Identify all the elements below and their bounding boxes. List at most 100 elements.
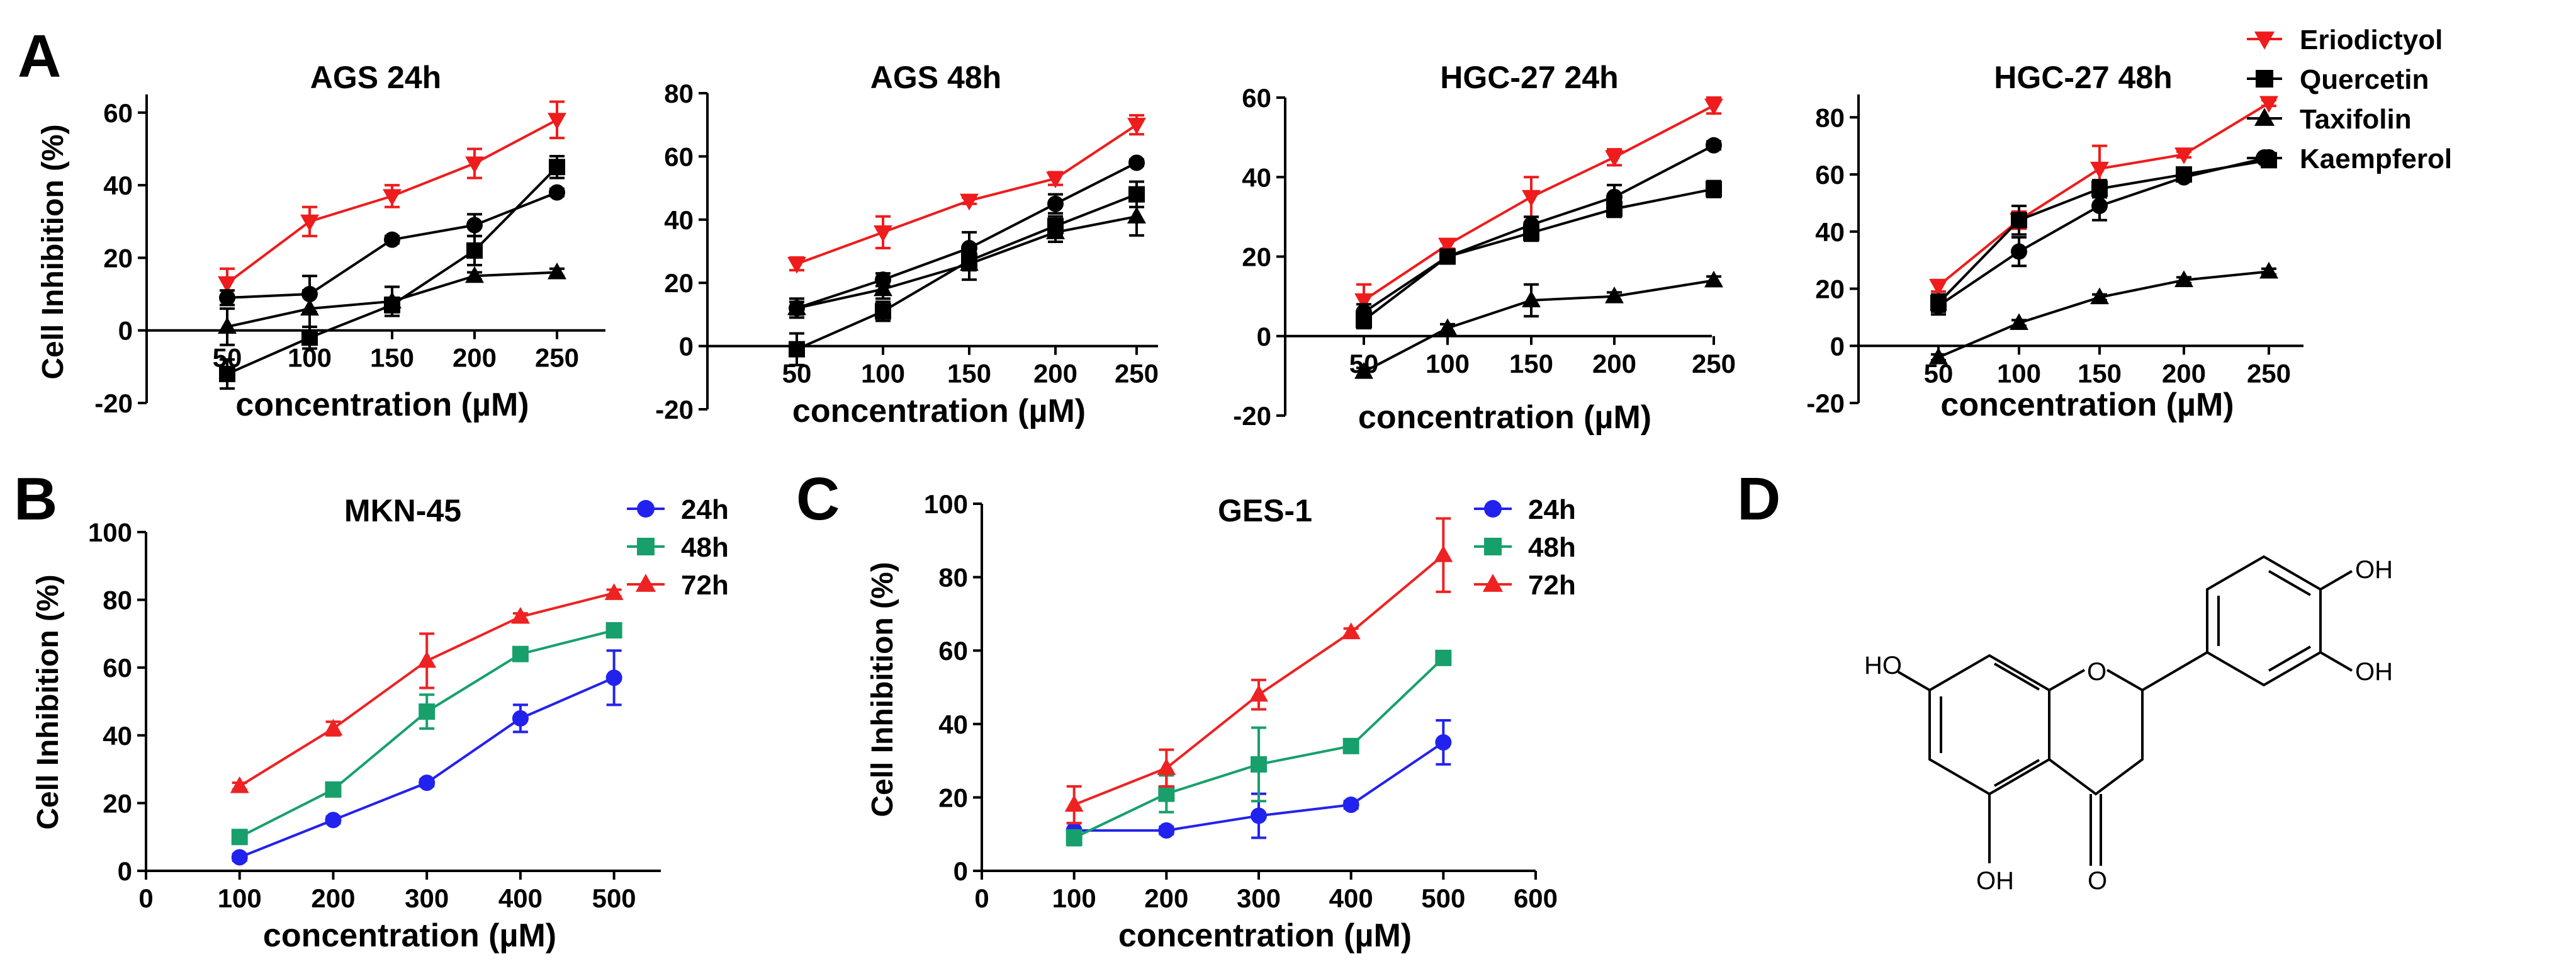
legend-item-24h: 24h (627, 494, 729, 525)
data-point (1127, 207, 1146, 224)
y-tick-label: 40 (103, 171, 133, 200)
legend-marker (1484, 500, 1502, 518)
x-axis-label: concentration (µM) (1358, 399, 1651, 436)
data-point (1251, 807, 1267, 824)
data-point (231, 829, 248, 846)
chart-title: AGS 48h (870, 60, 1001, 95)
x-tick-label: 200 (1592, 349, 1636, 378)
chart-ges1: GES-1 0 20 40 60 80 100 0 100 200 300 400 500 600 conc… (866, 489, 1558, 954)
atom-oh-top: OH (2355, 556, 2393, 584)
y-tick-label: 20 (103, 243, 133, 273)
series-taxifolin (1354, 270, 1723, 379)
data-point (874, 225, 892, 242)
series-quercetin (789, 180, 1145, 366)
data-point (1064, 795, 1084, 812)
data-point (1439, 248, 1456, 265)
x-tick-label: 100 (218, 883, 262, 913)
panel-letter-d: D (1737, 465, 1780, 533)
y-tick-label: 0 (1257, 322, 1271, 351)
data-point (787, 257, 806, 274)
legend-label: 72h (681, 570, 729, 601)
legend-marker (1482, 574, 1504, 592)
a-ring-bonds (1928, 654, 2050, 796)
y-tick-label: 60 (1242, 83, 1271, 113)
legend-marker (2254, 31, 2275, 50)
x-tick-label: 250 (1692, 349, 1736, 378)
series-kaempferol (1356, 137, 1722, 322)
data-point (1523, 217, 1539, 233)
x-axis-label: concentration (µM) (1118, 917, 1412, 954)
chart-title: GES-1 (1218, 493, 1312, 528)
data-point (1341, 622, 1361, 640)
data-point (604, 583, 624, 600)
x-tick-label: 200 (1033, 359, 1077, 389)
series-72h (1064, 517, 1453, 825)
data-point (2011, 212, 2027, 229)
series-line (1938, 270, 2269, 359)
series-48h (231, 622, 622, 846)
data-point (300, 214, 319, 232)
x-tick-label: 500 (1421, 883, 1465, 913)
data-point (465, 156, 484, 174)
atom-ho-left: HO (1864, 652, 1902, 679)
data-point (512, 710, 529, 727)
data-point (1047, 195, 1064, 212)
series-48h (1066, 649, 1452, 847)
data-point (383, 291, 402, 309)
data-point (2090, 161, 2109, 179)
legend-label: 48h (681, 532, 729, 563)
y-tick-label: 60 (664, 142, 694, 171)
data-point (1249, 684, 1268, 702)
bond-b-ring-link (2141, 651, 2208, 691)
data-point (230, 776, 249, 793)
x-tick-label: 100 (861, 359, 905, 389)
data-point (325, 812, 342, 829)
series-eriodictyol (1929, 96, 2278, 296)
legend-marker (2254, 108, 2275, 126)
y-tick-label: -20 (1233, 401, 1271, 431)
x-tick-label: 150 (947, 359, 991, 389)
x-tick-label: 100 (1052, 883, 1096, 913)
series-24h (231, 649, 622, 866)
legend-item-taxifolin: Taxifolin (2247, 104, 2412, 135)
data-point (548, 262, 566, 280)
y-tick-label: -20 (655, 395, 694, 424)
series-taxifolin (1929, 261, 2278, 365)
data-point (2091, 197, 2108, 214)
x-tick-label: 300 (405, 883, 449, 913)
legend-item-72h: 72h (627, 570, 729, 601)
y-axis-label: Cell Inhibition (%) (31, 574, 65, 829)
y-tick-label: 60 (1815, 160, 1845, 190)
legend-label: 48h (1528, 532, 1576, 563)
legend-label: 72h (1528, 570, 1576, 601)
x-tick-label: 250 (2247, 358, 2291, 388)
x-axis-label: concentration (µM) (792, 393, 1086, 429)
data-point (512, 645, 529, 662)
data-point (465, 266, 484, 283)
x-tick-label: 150 (1509, 349, 1553, 378)
legend-label: Quercetin (2300, 64, 2429, 95)
y-tick-label: -20 (1806, 389, 1845, 418)
data-point (548, 113, 566, 130)
panel-letter-c: C (796, 465, 840, 533)
legend-label: Kaempferol (2300, 144, 2452, 174)
y-tick-label: 40 (664, 205, 694, 235)
data-point (875, 271, 891, 288)
legend-label: Eriodictyol (2300, 25, 2443, 55)
x-tick-label: 150 (2078, 358, 2122, 388)
legend-label: 24h (1528, 494, 1576, 525)
data-point (549, 184, 565, 201)
data-point (549, 159, 565, 176)
bond-7-oh (1897, 671, 1931, 691)
series-line (1363, 104, 1714, 302)
data-point (1356, 304, 1372, 321)
data-point (1435, 734, 1452, 751)
data-point (2259, 96, 2278, 113)
b-ring-bonds (2206, 555, 2322, 687)
data-point (219, 289, 235, 306)
c-ring-bonds (2048, 669, 2144, 796)
y-tick-label: 20 (664, 268, 694, 298)
legend-item-quercetin: Quercetin (2247, 64, 2429, 95)
